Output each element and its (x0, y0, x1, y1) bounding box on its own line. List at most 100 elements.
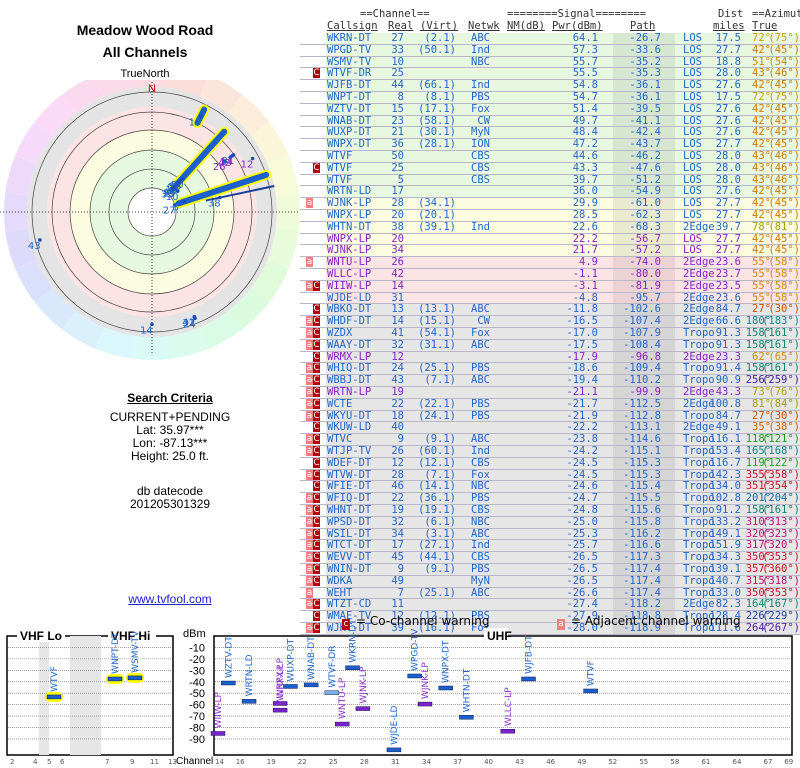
table-row[interactable]: a C WEVV-DT 45 (44.1) CBS -26.5 -117.3 Tropo 134.… (300, 551, 800, 564)
table-row[interactable]: C WTVF-DR 25 55.5 -35.3 LOS 28.0 43° (46°) (300, 67, 800, 81)
table-row[interactable]: a C WHDF-DT 14 (15.1) CW -16.5 -107.4 2Edge 66.6 1… (300, 315, 800, 328)
cell-path: 2Edge (683, 291, 715, 304)
cell-path: Tropo (683, 433, 715, 446)
nm-column-shade (613, 280, 675, 292)
nm-column-shade (613, 257, 675, 268)
cell-true: 35° (752, 421, 771, 434)
table-row[interactable]: WJFB-DT 44 (66.1) Ind 54.8 -36.1 LOS 27.6 42° (45… (300, 79, 800, 92)
table-row[interactable]: a C WRTN-LP 19 -21.1 -99.9 2Edge 43.3 73° (76°) (300, 386, 800, 399)
table-row[interactable]: a C WCTE 22 (22.1) PBS -21.7 -112.5 2Edge 100.8 81… (300, 397, 800, 411)
cell-call: WZTV-DT (327, 102, 372, 115)
channel-bar (303, 682, 319, 688)
cell-magn: (46°) (768, 161, 800, 174)
cell-path: Tropo (683, 445, 715, 457)
table-row[interactable]: a C WTCT-DT 17 (27.1) Ind -25.7 -116.6 Tropo 151.… (300, 539, 800, 553)
cell-nm: -25.7 (566, 539, 598, 552)
cell-dist: 102.8 (709, 492, 741, 505)
table-row[interactable]: a C WTVC 9 (9.1) ABC -23.8 -114.6 Tropo 116.1 118°… (300, 433, 800, 446)
table-row[interactable]: a WEHT 7 (25.1) ABC -26.6 -117.4 Tropo 133.0 350°… (300, 587, 800, 600)
cell-dist: 23.5 (715, 279, 741, 292)
cell-pwr: -99.9 (629, 386, 661, 398)
table-row[interactable]: WKRN-DT 27 (2.1) ABC 64.1 -26.7 LOS 17.5 72° (75°… (300, 32, 800, 45)
cell-virt: (60.1) (418, 445, 456, 457)
table-row[interactable]: C WDEF-DT 12 (12.1) CBS -24.5 -115.3 Tropo 116.7… (300, 457, 800, 470)
cell-true: 55° (752, 291, 771, 304)
table-row[interactable]: a C WTJP-TV 26 (60.1) Ind -24.2 -115.1 Tropo 153.… (300, 445, 800, 458)
table-row[interactable]: WNPX-LP 20 22.2 -56.7 LOS 27.7 42° (45°) (300, 232, 800, 246)
cell-net: CBS (471, 173, 490, 186)
station-label: WPGD-TV (411, 628, 421, 671)
row-background (326, 56, 800, 68)
nm-column-shade (613, 410, 675, 422)
station-label: WIIW-LP (214, 691, 224, 728)
cell-dist: 139.1 (709, 563, 741, 575)
cell-call: WTCT-DT (327, 539, 372, 552)
table-row[interactable]: C WMAE-TV 12 (12.1) PBS -27.9 -118.8 Tropo 128.4… (300, 610, 800, 623)
channel-tick: 55 (639, 758, 648, 766)
table-row[interactable]: a WNTU-LP 26 4.9 -74.0 2Edge 23.6 55° (58°) (300, 256, 800, 269)
cell-magn: (45°) (768, 209, 800, 221)
table-row[interactable]: WNPX-DT 36 (28.1) ION 47.2 -43.7 LOS 27.7 42° (45… (300, 138, 800, 151)
table-row[interactable]: WJDE-LD 31 -4.8 -95.7 2Edge 23.6 55° (58°) (300, 291, 800, 305)
table-row[interactable]: a C WFIQ-DT 22 (36.1) PBS -24.7 -115.5 Tropo 102.… (300, 492, 800, 505)
cell-real: 50 (391, 150, 404, 162)
table-row[interactable]: WTVF 5 CBS 39.7 -51.2 LOS 28.0 43° (46°) (300, 173, 800, 187)
table-row[interactable]: a C WTVW-DT 28 (7.1) Fox -24.5 -115.3 Tropo 142.3… (300, 469, 800, 482)
table-row[interactable]: a C WAAY-DT 32 (31.1) ABC -17.5 -108.4 Tropo 91.3… (300, 339, 800, 352)
cell-true: 27° (752, 409, 771, 422)
table-row[interactable]: a C WKYU-DT 18 (24.1) PBS -21.9 -112.8 Tropo 84.7… (300, 409, 800, 423)
table-row[interactable]: C WTVF 25 CBS 43.3 -47.6 LOS 28.0 43° (46°) (300, 161, 800, 175)
table-row[interactable]: WNPX-LP 20 (20.1) 28.5 -62.3 LOS 27.7 42° (45°) (300, 209, 800, 222)
cell-nm: 55.5 (572, 67, 598, 80)
nm-column-shade (613, 363, 675, 375)
cell-real: 34 (391, 527, 404, 540)
nm-column-shade (613, 92, 675, 103)
cell-net: PBS (471, 397, 490, 410)
table-row[interactable]: WTVF 50 CBS 44.6 -46.2 LOS 28.0 43° (46°) (300, 150, 800, 163)
table-row[interactable]: a C WHNT-DT 19 (19.1) CBS -24.8 -115.6 Tropo 91.2… (300, 504, 800, 517)
dist-group-header: Dist (718, 8, 744, 20)
table-row[interactable]: a C WIIW-LP 14 -3.1 -81.9 2Edge 23.5 55° (58°) (300, 279, 800, 293)
cell-real: 26 (391, 256, 404, 269)
table-row[interactable]: C WBKO-DT 13 (13.1) ABC -11.8 -102.6 2Edge 84.7 2… (300, 304, 800, 317)
table-row[interactable]: a C WZDX 41 (54.1) Fox -17.0 -107.9 Tropo 91.3 158… (300, 327, 800, 340)
table-row[interactable]: WNPT-DT 8 (8.1) PBS 54.7 -36.1 LOS 17.5 72° (75°) (300, 91, 800, 104)
cell-path: LOS (683, 209, 702, 221)
cell-true: 42° (752, 197, 771, 210)
cell-net: MyN (471, 126, 490, 139)
table-row[interactable]: a C WSIL-DT 34 (3.1) ABC -25.3 -116.2 Tropo 149.1… (300, 527, 800, 541)
table-row[interactable]: a C WPSD-DT 32 (6.1) NBC -25.0 -115.8 Tropo 133.2… (300, 516, 800, 529)
cell-real: 14 (391, 279, 404, 292)
table-row[interactable]: WZTV-DT 15 (17.1) Fox 51.4 -39.5 LOS 27.6 42° (45… (300, 102, 800, 116)
table-row[interactable]: a C WHIQ-DT 24 (25.1) PBS -18.6 -109.4 Tropo 91.4… (300, 363, 800, 376)
table-row[interactable]: WHTN-DT 38 (39.1) Ind 22.6 -68.3 2Edge 39.7 78°(… (300, 221, 800, 234)
table-row[interactable]: a C WNIN-DT 9 (9.1) PBS -26.5 -117.4 Tropo 139.1 3… (300, 563, 800, 576)
table-row[interactable]: WLLC-LP 42 -1.1 -80.0 2Edge 23.7 55° (58°) (300, 268, 800, 281)
table-row[interactable]: WJNK-LP 34 21.7 -57.2 LOS 27.7 42° (45°) (300, 245, 800, 258)
station-label: WTVF-DR (328, 645, 338, 687)
table-row[interactable]: C WKUW-LD 40 -22.2 -113.1 2Edge 49.1 35° (38°) (300, 421, 800, 435)
compass-ring-sector (5, 155, 37, 196)
cell-true: 42° (752, 126, 771, 139)
cell-true: 72° (752, 32, 771, 44)
table-row[interactable]: WPGD-TV 33 (50.1) Ind 57.3 -33.6 LOS 27.7 42° (45… (300, 44, 800, 57)
channel-label: 26 (213, 162, 226, 173)
table-row[interactable]: a C WTZT-CD 11 -27.4 -118.2 2Edge 82.3 164° (167°… (300, 599, 800, 612)
table-row[interactable]: a WJNK-LP 28 (34.1) 29.9 -61.0 LOS 27.7 42° (45°) (300, 197, 800, 210)
tvfool-link[interactable]: www.tvfool.com (128, 592, 212, 606)
channel-tick: 28 (360, 758, 369, 766)
table-row[interactable]: C WRMX-LP 12 -17.9 -96.8 2Edge 23.3 62° (65°) (300, 350, 800, 364)
y-tick-label: -70 (189, 711, 205, 723)
cell-pwr: -96.8 (629, 350, 661, 363)
table-row[interactable]: a C WDKA 49 MyN -26.5 -117.4 Tropo 140.7 315° (318… (300, 575, 800, 588)
table-row[interactable]: WRTN-LD 17 36.0 -54.9 LOS 27.6 42° (45°) (300, 186, 800, 199)
cell-real: 18 (391, 409, 404, 422)
co-channel-warning-badge: C (313, 540, 320, 551)
nm-column-shade (613, 139, 675, 150)
table-row[interactable]: WNAB-DT 23 (58.1) CW 49.7 -41.1 LOS 27.6 42° (45°… (300, 115, 800, 128)
cell-true: 42° (752, 232, 771, 245)
table-row[interactable]: WSMV-TV 10 NBC 55.7 -35.2 LOS 18.8 51° (54°) (300, 56, 800, 69)
table-row[interactable]: WUXP-DT 21 (30.1) MyN 48.4 -42.4 LOS 27.6 42° (45… (300, 126, 800, 140)
table-row[interactable]: C WFIE-DT 46 (14.1) NBC -24.6 -115.4 Tropo 134.0… (300, 481, 800, 494)
table-row[interactable]: a C WBBJ-DT 43 (7.1) ABC -19.4 -110.2 Tropo 90.9 2… (300, 374, 800, 387)
